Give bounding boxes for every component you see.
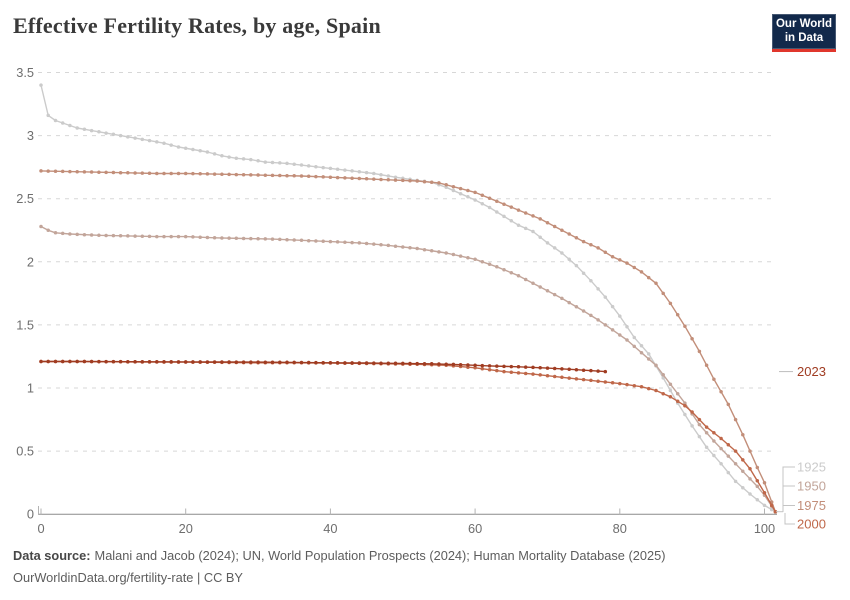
data-source-label: Data source:: [13, 548, 91, 563]
series-markers-1950: [39, 224, 778, 514]
data-source-text: Malani and Jacob (2024); UN, World Popul…: [94, 548, 666, 563]
legend-label-1975[interactable]: 1975: [797, 498, 826, 513]
legend-label-2000[interactable]: 2000: [797, 517, 826, 532]
owid-logo-line2: in Data: [784, 31, 824, 44]
x-tick-label-40: 40: [323, 521, 337, 536]
series-line-1925: [40, 84, 776, 513]
y-tick-label-1: 1: [27, 381, 34, 396]
series-line-1950: [40, 225, 776, 513]
y-tick-label-3.5: 3.5: [16, 65, 34, 80]
legend-label-1950[interactable]: 1950: [797, 479, 826, 494]
series-markers-1925: [39, 83, 778, 514]
y-tick-label-2: 2: [27, 254, 34, 269]
y-tick-label-1.5: 1.5: [16, 317, 34, 332]
y-tick-label-2.5: 2.5: [16, 191, 34, 206]
data-source-line: Data source: Malani and Jacob (2024); UN,…: [13, 548, 665, 563]
x-tick-label-0: 0: [37, 521, 44, 536]
y-tick-label-0.5: 0.5: [16, 444, 34, 459]
series-markers-2023: [39, 359, 608, 374]
y-tick-label-3: 3: [27, 128, 34, 143]
series-markers-1975: [39, 169, 778, 514]
legend-connector-2000: [784, 513, 795, 525]
owid-logo-line1: Our World: [775, 18, 832, 30]
x-tick-label-20: 20: [179, 521, 193, 536]
y-tick-label-0: 0: [27, 507, 34, 522]
chart-title: Effective Fertility Rates, by age, Spain: [13, 13, 381, 38]
license-link[interactable]: OurWorldinData.org/fertility-rate | CC B…: [13, 570, 243, 585]
x-tick-label-60: 60: [468, 521, 482, 536]
series-line-2000: [41, 360, 777, 513]
series-line-1975: [40, 170, 777, 512]
owid-logo[interactable]: Our World in Data: [772, 14, 836, 52]
legend-connector-1925: [782, 466, 795, 512]
legend-label-2023[interactable]: 2023: [797, 364, 826, 379]
x-tick-label-100: 100: [754, 521, 775, 536]
x-tick-label-80: 80: [613, 521, 627, 536]
legend-label-1925[interactable]: 1925: [797, 460, 826, 475]
